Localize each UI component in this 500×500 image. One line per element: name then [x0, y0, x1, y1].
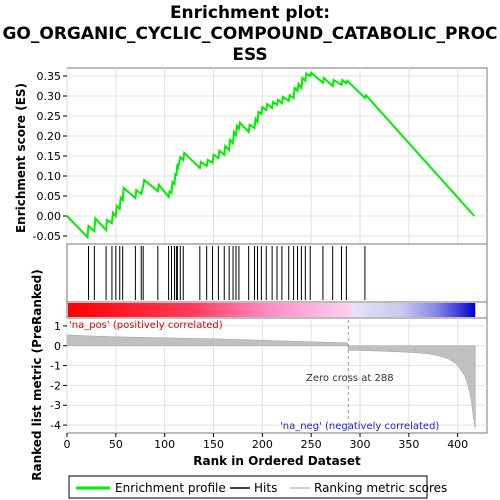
es-y-axis: 0.35 0.30 0.25 0.20 0.15 0.10 0.05 0.00 -0.05: [33, 70, 67, 243]
metric-panel: [66, 317, 488, 434]
metric-y-tick-label: -2: [50, 379, 61, 392]
legend-enrichment-label: Enrichment profile: [115, 481, 226, 495]
x-tick-label: 350: [398, 438, 419, 451]
metric-y-axis: 1 0 -1 -2 -3 -4: [50, 320, 67, 432]
chart-title-line-3: ESS: [232, 45, 267, 65]
x-tick-label: 400: [447, 438, 468, 451]
x-tick-label: 300: [350, 438, 371, 451]
metric-y-tick-label: 1: [54, 320, 61, 333]
rank-color-gradient: [68, 303, 476, 317]
legend-box: [68, 475, 428, 499]
x-tick-label: 250: [301, 438, 322, 451]
zero-cross-label: Zero cross at 288: [306, 373, 394, 384]
es-y-tick-label: 0.15: [37, 150, 62, 163]
x-tick-label: 150: [203, 438, 224, 451]
es-y-tick-label: 0.30: [37, 90, 62, 103]
es-y-tick-label: 0.10: [37, 170, 62, 183]
es-y-tick-label: 0.00: [37, 210, 62, 223]
hit-markers: [87, 246, 366, 300]
es-y-axis-title: Enrichment score (ES): [14, 83, 28, 233]
positive-correlation-label: 'na_pos' (positively correlated): [69, 320, 223, 331]
legend-metric-label: Ranking metric scores: [314, 481, 447, 495]
x-tick-label: 100: [154, 438, 175, 451]
x-tick-label: 200: [252, 438, 273, 451]
es-y-tick-label: 0.05: [37, 190, 62, 203]
es-y-tick-label: 0.20: [37, 130, 62, 143]
negative-correlation-label: 'na_neg' (negatively correlated): [280, 421, 439, 432]
metric-y-tick-label: -3: [50, 399, 61, 412]
metric-y-tick-label: -4: [50, 419, 61, 432]
x-axis-title: Rank in Ordered Dataset: [193, 454, 361, 468]
x-tick-label: 50: [109, 438, 123, 451]
x-axis: 0 50 100 150 200 250 300 350 400: [64, 433, 468, 451]
es-y-tick-label: 0.35: [37, 70, 62, 83]
enrichment-profile-line: [66, 71, 476, 240]
metric-y-axis-title: Ranked list metric (PreRanked): [30, 269, 44, 481]
x-tick-label: 0: [64, 438, 71, 451]
chart-title-line-2: GO_ORGANIC_CYCLIC_COMPOUND_CATABOLIC_PRO…: [2, 24, 497, 44]
ranking-metric-area: [66, 334, 476, 430]
metric-y-tick-label: -1: [50, 360, 61, 373]
es-y-tick-label: 0.25: [37, 110, 62, 123]
chart-title-line-1: Enrichment plot:: [170, 3, 330, 23]
legend-hits-label: Hits: [254, 481, 277, 495]
metric-y-tick-label: 0: [54, 340, 61, 353]
es-y-tick-label: -0.05: [33, 230, 61, 243]
